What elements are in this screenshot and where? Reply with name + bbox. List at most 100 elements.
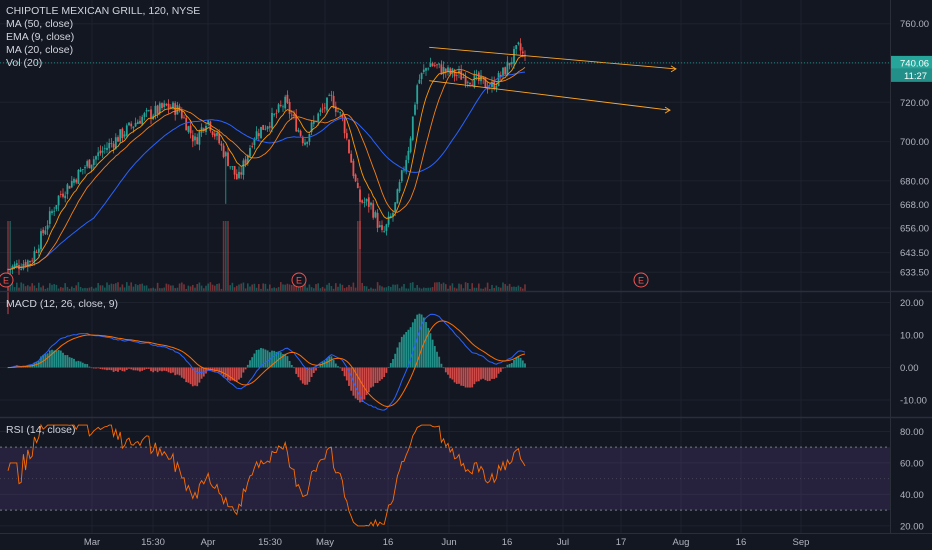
volume-bar [332, 288, 335, 291]
volume-bar [390, 286, 392, 291]
candle-body [264, 128, 267, 130]
volume-bar [317, 283, 319, 291]
volume-bar [84, 287, 86, 291]
volume-bar [218, 283, 220, 291]
macd-histogram-bar [132, 367, 135, 371]
volume-bar [423, 287, 425, 291]
volume-bar [7, 221, 9, 291]
candle-body [352, 160, 355, 177]
macd-histogram-bar [323, 361, 326, 368]
volume-bar [242, 282, 245, 291]
volume-bar [66, 287, 69, 291]
macd-histogram-bar [110, 367, 113, 371]
candle-body [42, 229, 45, 234]
study-ema9[interactable]: EMA (9, close) [6, 31, 75, 43]
candle-body [70, 181, 73, 188]
candle-body [196, 137, 199, 145]
volume-bar [181, 282, 183, 291]
macd-histogram-bar [97, 367, 100, 369]
volume-bar [31, 283, 33, 291]
volume-bar [24, 286, 27, 291]
candle-body [521, 51, 524, 54]
volume-bar [467, 283, 469, 291]
volume-bar [44, 288, 47, 291]
volume-bar [438, 282, 440, 291]
time-axis-label: 16 [383, 537, 394, 548]
macd-histogram-bar [504, 367, 507, 369]
volume-bar [40, 287, 42, 291]
candle-body [255, 131, 258, 140]
volume-bar [385, 287, 388, 291]
candle-body [387, 216, 390, 225]
price-axis[interactable]: 760.00740.00720.00700.00680.00668.00656.… [900, 19, 929, 532]
macd-histogram-bar [244, 367, 247, 370]
volume-bar [405, 288, 407, 291]
candle-body [246, 154, 249, 164]
rsi-legend[interactable]: RSI (14, close) [6, 424, 75, 437]
macd-histogram-bar [517, 356, 520, 368]
macd-histogram-bar [317, 366, 320, 368]
macd-histogram-bar [55, 350, 58, 368]
candle-body [95, 156, 97, 160]
volume-bar [112, 284, 115, 291]
study-ma50[interactable]: MA (50, close) [6, 18, 74, 30]
volume-bar [192, 284, 194, 291]
symbol-title[interactable]: CHIPOTLE MEXICAN GRILL, 120, NYSE [6, 5, 201, 17]
trendlines[interactable] [429, 46, 677, 114]
macd-histogram-bar [288, 360, 291, 368]
macd-histogram-bar [31, 364, 34, 368]
time-axis-label: Apr [201, 537, 216, 548]
candle-body [33, 251, 36, 262]
candle-body [436, 64, 438, 66]
candle-body [161, 103, 163, 108]
volume-bar [132, 286, 135, 291]
macd-histogram-bar [409, 327, 412, 368]
upper-trendline-arrow [670, 65, 677, 73]
macd-legend[interactable]: MACD (12, 26, close, 9) [6, 298, 118, 311]
candle-body [491, 81, 493, 87]
candle-body [343, 118, 346, 134]
volume-bar [222, 221, 225, 291]
macd-histogram-bar [312, 367, 315, 373]
macd-histogram-bar [499, 367, 502, 372]
macd-histogram-bar [154, 367, 157, 371]
study-volume[interactable]: Vol (20) [6, 57, 43, 69]
volume-bar [482, 288, 484, 291]
macd-histogram-bar [143, 367, 146, 370]
volume-bar [288, 284, 291, 291]
macd-histogram-bar [90, 367, 93, 369]
candle-body [420, 72, 423, 80]
volume-bar [97, 283, 99, 291]
candle-body [207, 120, 210, 125]
volume-bar [414, 287, 416, 291]
volume-bar [240, 283, 242, 291]
macd-histogram-bar [213, 367, 216, 372]
candle-body [312, 120, 315, 124]
volume-bar [189, 286, 192, 291]
time-axis[interactable]: Mar 15:30 Apr 15:30 May 16 Jun 16 Jul 17 Aug 16 Sep [84, 537, 810, 548]
price-axis-label: 668.00 [900, 200, 929, 211]
candle-body [238, 171, 240, 179]
candle-body [123, 134, 126, 137]
candle-body [295, 114, 298, 132]
macd-histogram-bar [339, 367, 342, 369]
macd-histogram-bar [508, 364, 511, 368]
pane-dividers[interactable] [0, 0, 932, 534]
macd-histogram-bar [493, 367, 496, 379]
candle-body [150, 109, 152, 119]
volume-bar [90, 286, 93, 291]
volume-bar [489, 288, 491, 291]
volume-bar [64, 283, 66, 291]
study-ma20[interactable]: MA (20, close) [6, 44, 74, 56]
candle-body [253, 138, 256, 146]
candle-body [128, 122, 130, 126]
volume-bar [326, 284, 328, 291]
macd-histogram-bar [513, 359, 515, 368]
volume-bar [163, 287, 165, 291]
volume-bar [365, 286, 368, 291]
volume-bar [266, 288, 269, 291]
volume-bar [506, 285, 509, 291]
candle-body [372, 203, 375, 218]
